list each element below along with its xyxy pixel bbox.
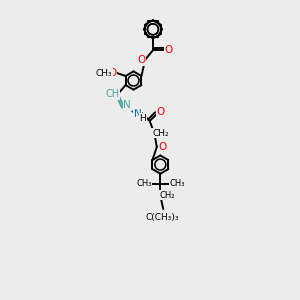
Text: CH₃: CH₃ <box>95 68 112 77</box>
Text: O: O <box>137 55 145 65</box>
Text: CH₃: CH₃ <box>136 179 152 188</box>
Text: N: N <box>124 100 131 110</box>
Text: CH₂: CH₂ <box>160 191 175 200</box>
Text: CH₃: CH₃ <box>169 179 184 188</box>
Text: O: O <box>109 68 117 78</box>
Text: O: O <box>159 142 167 152</box>
Text: H: H <box>139 114 146 123</box>
Text: CH: CH <box>106 89 120 100</box>
Text: O: O <box>164 45 172 55</box>
Text: O: O <box>157 106 165 117</box>
Text: N: N <box>134 109 142 119</box>
Text: C(CH₃)₃: C(CH₃)₃ <box>146 213 179 222</box>
Text: CH₂: CH₂ <box>152 129 169 138</box>
